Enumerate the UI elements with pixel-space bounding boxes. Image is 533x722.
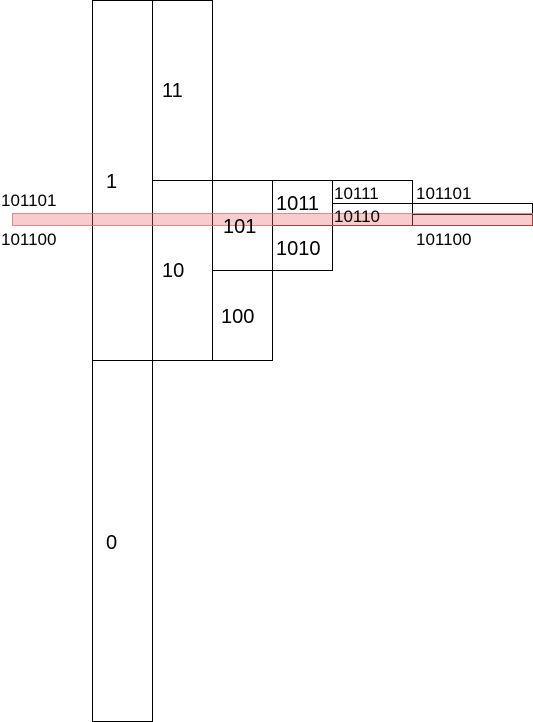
- node-label-10111: 10111: [334, 184, 379, 203]
- node-box-0: [92, 360, 153, 722]
- node-label-11: 11: [162, 80, 183, 102]
- node-box-1: [92, 0, 153, 361]
- left-label-101101: 101101: [1, 191, 57, 210]
- node-label-10: 10: [162, 260, 185, 282]
- node-label-1011: 1011: [276, 193, 320, 215]
- node-label-101: 101: [223, 216, 257, 238]
- right-label-101100: 101100: [416, 230, 472, 249]
- left-label-101100: 101100: [1, 230, 57, 249]
- node-label-1: 1: [106, 171, 118, 193]
- node-label-1010: 1010: [276, 238, 321, 260]
- highlight-band: [12, 213, 533, 226]
- node-label-100: 100: [221, 306, 255, 328]
- node-label-10110: 10110: [334, 207, 381, 226]
- right-label-101101: 101101: [416, 184, 472, 203]
- node-label-0: 0: [106, 532, 118, 554]
- node-box-100: [212, 270, 273, 361]
